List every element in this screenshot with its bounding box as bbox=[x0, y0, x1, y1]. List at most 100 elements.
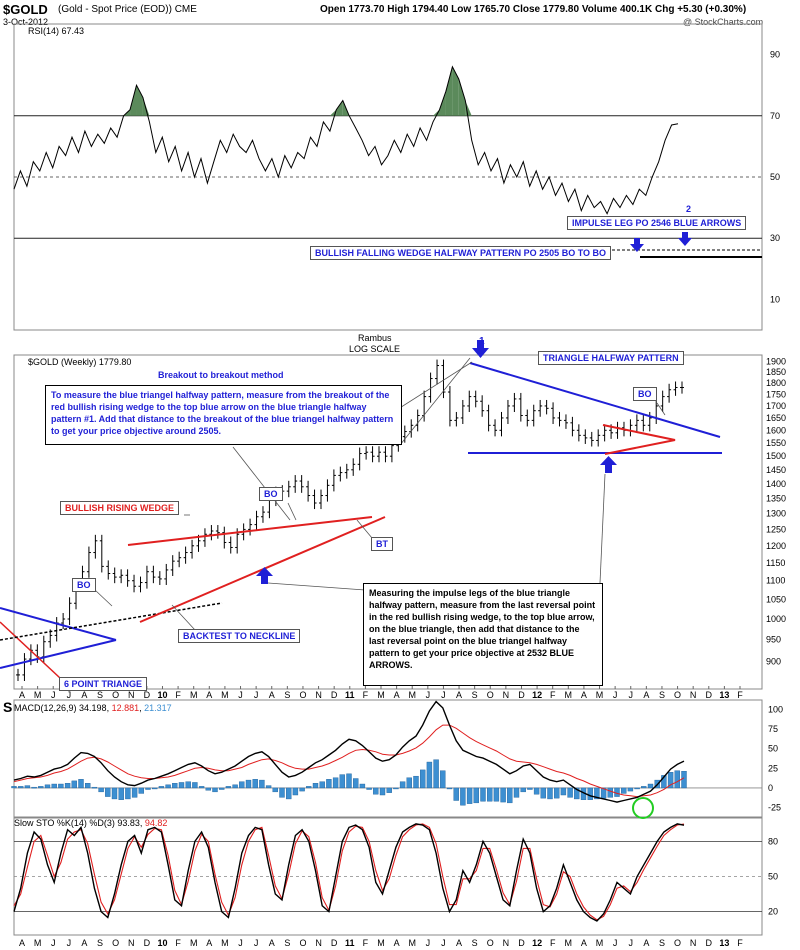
macd-histogram-bar bbox=[252, 779, 258, 789]
macd-histogram-bar bbox=[245, 779, 252, 789]
bottom-xtick-label: M bbox=[565, 938, 573, 948]
macd-histogram-bar bbox=[218, 787, 225, 790]
bottom-xtick-label: F bbox=[175, 938, 181, 948]
price-xtick-label: F bbox=[550, 690, 556, 700]
price-xtick-label: 13 bbox=[719, 690, 729, 700]
price-tick-label: 1250 bbox=[766, 524, 786, 534]
macd-histogram-bar bbox=[614, 787, 620, 797]
price-xtick-label: J bbox=[51, 690, 56, 700]
macd-histogram-bar bbox=[279, 787, 285, 798]
macd-histogram-bar bbox=[379, 787, 386, 796]
price-xtick-label: 10 bbox=[157, 690, 167, 700]
bt-label: BT bbox=[371, 537, 393, 551]
price-xtick-label: J bbox=[613, 690, 618, 700]
price-xtick-label: S bbox=[97, 690, 103, 700]
price-xtick-label: J bbox=[426, 690, 431, 700]
bottom-xtick-label: N bbox=[690, 938, 697, 948]
price-panel: 9009501000105011001150120012501300135014… bbox=[16, 356, 786, 948]
rsi-title: RSI(14) 67.43 bbox=[28, 26, 85, 36]
rsi-overbought-fill bbox=[452, 66, 459, 116]
macd-histogram-bar bbox=[487, 787, 493, 802]
price-xtick-label: N bbox=[690, 690, 697, 700]
macd-histogram-bar bbox=[513, 787, 520, 798]
impulse-leg-label: IMPULSE LEG PO 2546 BLUE ARROWS bbox=[567, 216, 747, 230]
annotation-connector bbox=[599, 473, 606, 584]
bottom-xtick-label: 13 bbox=[719, 938, 729, 948]
rsi-tick-label: 50 bbox=[770, 172, 780, 182]
price-xtick-label: N bbox=[503, 690, 510, 700]
price-tick-label: 1750 bbox=[766, 389, 786, 399]
stochastic-panel: 20 50 80 bbox=[13, 823, 778, 922]
macd-histogram-bar bbox=[373, 787, 379, 795]
crossover-circle bbox=[632, 797, 654, 819]
price-tick-label: 1450 bbox=[766, 465, 786, 475]
price-tick-label: 1100 bbox=[766, 576, 785, 586]
macd-histogram-bar bbox=[51, 783, 57, 789]
price-tick-label: 1900 bbox=[766, 356, 786, 366]
impulse-measure-note: Measuring the impulse legs of the blue t… bbox=[363, 583, 603, 686]
bottom-xtick-label: A bbox=[19, 938, 25, 948]
macd-histogram-bar bbox=[393, 787, 399, 790]
macd-tick-label: 25 bbox=[768, 763, 778, 773]
price-xtick-label: M bbox=[565, 690, 573, 700]
chart-date: 3-Oct-2012 bbox=[3, 17, 49, 27]
macd-histogram-bar bbox=[500, 787, 506, 803]
price-xtick-label: A bbox=[206, 690, 212, 700]
bo-label-triangle: BO bbox=[72, 578, 96, 592]
price-tick-label: 1150 bbox=[766, 558, 785, 568]
macd-histogram-bar bbox=[71, 780, 78, 789]
bottom-xtick-label: F bbox=[363, 938, 369, 948]
down-arrow-icon bbox=[678, 232, 692, 246]
macd-histogram-bar bbox=[165, 784, 171, 789]
macd-histogram-bar bbox=[31, 786, 37, 789]
macd-histogram-bar bbox=[533, 787, 540, 795]
bo-label-wedge: BO bbox=[259, 487, 283, 501]
macd-legend-signal: 12.881 bbox=[111, 703, 140, 713]
price-xtick-label: D bbox=[518, 690, 525, 700]
macd-histogram-bar bbox=[547, 787, 553, 800]
macd-histogram-bar bbox=[406, 777, 412, 789]
price-xtick-label: O bbox=[299, 690, 306, 700]
sto-legend-k: 93.83 bbox=[117, 818, 140, 828]
macd-histogram-bar bbox=[286, 787, 292, 800]
macd-histogram-bar bbox=[272, 787, 278, 793]
blue-triangle-measure-note: To measure the blue triangel halfway pat… bbox=[45, 385, 402, 445]
price-xtick-label: O bbox=[112, 690, 119, 700]
macd-histogram-bar bbox=[527, 787, 533, 790]
rsi-panel: 10 30 50 70 90 bbox=[13, 50, 780, 304]
price-tick-label: 1800 bbox=[766, 378, 786, 388]
macd-histogram-bar bbox=[192, 782, 198, 789]
macd-histogram-bar bbox=[306, 786, 312, 789]
rsi-tick-label: 70 bbox=[770, 111, 780, 121]
bottom-xtick-label: 11 bbox=[345, 938, 355, 948]
annotation-connector bbox=[171, 604, 196, 631]
bottom-xtick-label: J bbox=[67, 938, 72, 948]
bottom-xtick-label: S bbox=[97, 938, 103, 948]
price-tick-label: 1600 bbox=[766, 425, 786, 435]
macd-histogram-bar bbox=[232, 784, 238, 789]
six-point-triangle-upper bbox=[0, 607, 117, 641]
panel-frame-macd bbox=[13, 699, 763, 818]
macd-histogram-bar bbox=[426, 761, 433, 789]
macd-histogram-bar bbox=[667, 772, 674, 789]
small-falling-wedge bbox=[602, 424, 676, 455]
sto-tick-label: 50 bbox=[768, 872, 778, 882]
macd-tick-label: -25 bbox=[768, 803, 781, 813]
macd-tick-label: 0 bbox=[768, 783, 773, 793]
price-xtick-label: M bbox=[34, 690, 42, 700]
macd-histogram-bar bbox=[446, 787, 453, 790]
up-arrow-icon bbox=[256, 567, 273, 584]
macd-histogram-bar bbox=[326, 779, 332, 789]
macd-histogram-bar bbox=[480, 787, 486, 802]
down-arrow-icon bbox=[472, 340, 489, 358]
price-xtick-label: N bbox=[128, 690, 135, 700]
price-xtick-label: J bbox=[67, 690, 72, 700]
price-tick-label: 950 bbox=[766, 635, 781, 645]
bottom-xtick-label: S bbox=[659, 938, 665, 948]
bottom-xtick-label: J bbox=[441, 938, 446, 948]
macd-histogram-bar bbox=[460, 787, 466, 806]
price-xtick-label: M bbox=[377, 690, 385, 700]
rsi-overbought-fill bbox=[336, 100, 343, 116]
chart-description: (Gold - Spot Price (EOD)) CME bbox=[58, 4, 197, 15]
rsi-overbought-fill bbox=[458, 79, 466, 116]
